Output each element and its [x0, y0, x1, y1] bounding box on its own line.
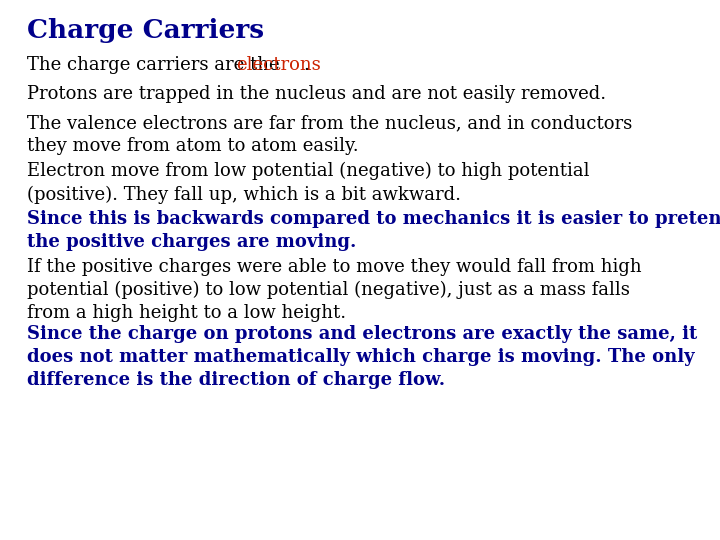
Text: If the positive charges were able to move they would fall from high
potential (p: If the positive charges were able to mov… — [27, 258, 642, 322]
Text: Protons are trapped in the nucleus and are not easily removed.: Protons are trapped in the nucleus and a… — [27, 85, 606, 103]
Text: Electron move from low potential (negative) to high potential
(positive). They f: Electron move from low potential (negati… — [27, 162, 590, 204]
Text: Since the charge on protons and electrons are exactly the same, it
does not matt: Since the charge on protons and electron… — [27, 325, 697, 389]
Text: The charge carriers are the: The charge carriers are the — [27, 56, 285, 74]
Text: Charge Carriers: Charge Carriers — [27, 18, 264, 43]
Text: The valence electrons are far from the nucleus, and in conductors
they move from: The valence electrons are far from the n… — [27, 114, 632, 155]
Text: .: . — [304, 56, 310, 74]
Text: electrons: electrons — [236, 56, 321, 74]
Text: Since this is backwards compared to mechanics it is easier to pretend
the positi: Since this is backwards compared to mech… — [27, 210, 720, 251]
